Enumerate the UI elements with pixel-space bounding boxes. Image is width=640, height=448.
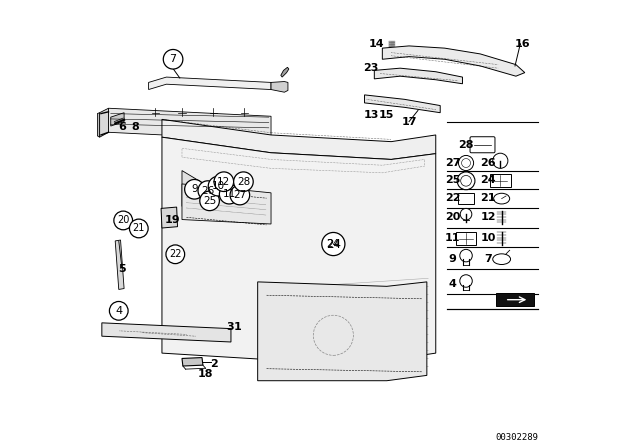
Polygon shape [182,358,203,366]
Ellipse shape [493,193,509,204]
Circle shape [230,185,250,205]
Text: 00302289: 00302289 [495,433,538,442]
Polygon shape [102,323,231,342]
Polygon shape [162,119,436,159]
Circle shape [109,302,128,320]
Text: 23: 23 [364,63,379,73]
Polygon shape [271,82,288,92]
Text: 11: 11 [445,233,460,243]
Text: 26: 26 [481,158,496,168]
Circle shape [324,234,343,254]
Circle shape [460,250,472,262]
Text: 3: 3 [227,322,234,332]
Text: 24: 24 [327,239,340,249]
Text: 9: 9 [449,254,456,264]
FancyBboxPatch shape [490,174,511,188]
Circle shape [234,172,253,191]
Circle shape [166,245,185,263]
Text: 28: 28 [237,177,250,187]
Text: 7: 7 [170,54,177,64]
Text: 14: 14 [369,39,385,49]
Text: 20: 20 [445,212,460,222]
Polygon shape [111,113,124,126]
Polygon shape [161,207,177,228]
Circle shape [208,177,228,196]
Polygon shape [97,113,100,137]
Polygon shape [374,68,463,84]
Text: 16: 16 [515,39,531,49]
Polygon shape [182,171,204,211]
Text: 24: 24 [326,237,341,250]
Circle shape [185,180,204,199]
Text: f: f [168,215,171,221]
Text: 10: 10 [211,181,225,191]
Polygon shape [100,108,109,137]
Text: 22: 22 [169,249,182,259]
Text: 28: 28 [458,140,474,150]
Polygon shape [182,184,271,224]
Text: 24: 24 [481,175,496,185]
Circle shape [458,155,474,171]
Circle shape [493,153,508,168]
Text: 7: 7 [484,254,492,264]
Circle shape [114,211,132,230]
Text: ▦: ▦ [387,39,395,48]
Circle shape [220,185,239,204]
FancyBboxPatch shape [458,193,474,204]
FancyBboxPatch shape [470,137,495,153]
Circle shape [163,49,183,69]
Text: 19: 19 [164,215,180,224]
Text: 1: 1 [234,322,241,332]
Text: 21: 21 [132,224,145,233]
Text: 6: 6 [118,122,126,132]
Text: 17: 17 [401,116,417,127]
Polygon shape [115,240,124,289]
Text: 11: 11 [223,189,236,199]
Text: 12: 12 [217,177,230,187]
Text: 27: 27 [445,158,460,168]
Circle shape [322,233,345,256]
Text: 20: 20 [117,215,129,225]
FancyBboxPatch shape [456,232,476,246]
Text: 25: 25 [203,196,216,206]
Text: 8: 8 [131,122,139,132]
Polygon shape [258,282,427,381]
Polygon shape [148,77,271,90]
Text: 25: 25 [445,175,460,185]
Ellipse shape [493,254,511,264]
Text: 9: 9 [191,184,198,194]
Polygon shape [382,46,525,76]
Circle shape [457,172,475,190]
Polygon shape [162,137,436,360]
Polygon shape [496,293,534,306]
Polygon shape [365,95,440,113]
Text: 27: 27 [233,190,246,200]
Text: 18: 18 [197,370,213,379]
Text: 4: 4 [115,306,122,316]
Text: 22: 22 [445,193,460,203]
Circle shape [200,191,220,211]
Text: 10: 10 [481,233,496,243]
Polygon shape [109,108,271,140]
Polygon shape [281,67,289,77]
Text: 12: 12 [481,212,496,222]
Circle shape [214,172,234,191]
Circle shape [129,219,148,238]
Circle shape [198,181,218,200]
Text: 4: 4 [449,279,456,289]
Circle shape [460,275,472,287]
Text: 21: 21 [481,193,496,203]
Text: 26: 26 [201,185,214,196]
Text: 2: 2 [210,359,218,369]
Circle shape [460,208,472,220]
Text: 13: 13 [364,110,379,120]
Text: 5: 5 [118,263,125,274]
Text: 15: 15 [379,110,394,120]
